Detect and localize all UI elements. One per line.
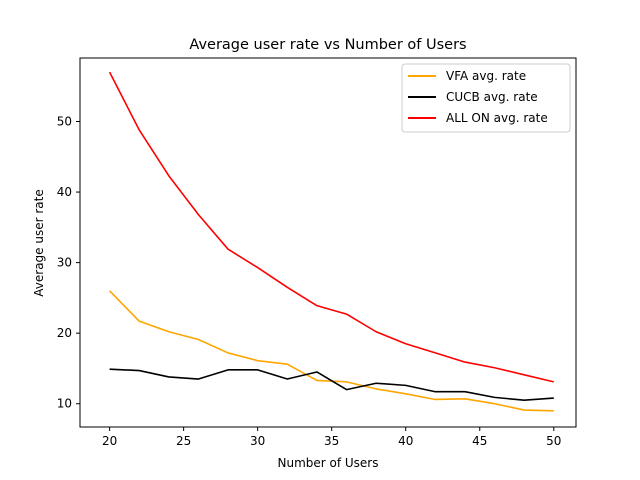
x-tick-label: 50 — [546, 434, 561, 448]
x-tick-label: 30 — [250, 434, 265, 448]
legend: VFA avg. rate CUCB avg. rate ALL ON avg. r… — [401, 63, 571, 133]
y-axis: 10 20 30 40 50 — [57, 114, 80, 411]
x-tick-label: 40 — [398, 434, 413, 448]
series-layer — [108, 71, 554, 412]
legend-label: VFA avg. rate — [446, 69, 526, 83]
x-tick-label: 35 — [324, 434, 339, 448]
y-axis-label: Average user rate — [32, 189, 46, 296]
y-tick-label: 10 — [57, 397, 72, 411]
series-line-2 — [109, 368, 554, 401]
legend-label: ALL ON avg. rate — [446, 111, 548, 125]
chart-title: Average user rate vs Number of Users — [189, 37, 466, 53]
y-tick-label: 40 — [57, 185, 72, 199]
series-line-3 — [108, 71, 554, 383]
y-tick-label: 20 — [57, 326, 72, 340]
y-tick-label: 30 — [57, 256, 72, 270]
x-tick-label: 25 — [176, 434, 191, 448]
legend-label: CUCB avg. rate — [446, 90, 538, 104]
x-tick-label: 45 — [472, 434, 487, 448]
x-tick-label: 20 — [102, 434, 117, 448]
x-axis-label: Number of Users — [277, 456, 378, 470]
y-tick-label: 50 — [57, 114, 72, 128]
x-axis: 20 25 30 35 40 45 50 — [102, 427, 561, 448]
legend-box — [401, 63, 571, 133]
